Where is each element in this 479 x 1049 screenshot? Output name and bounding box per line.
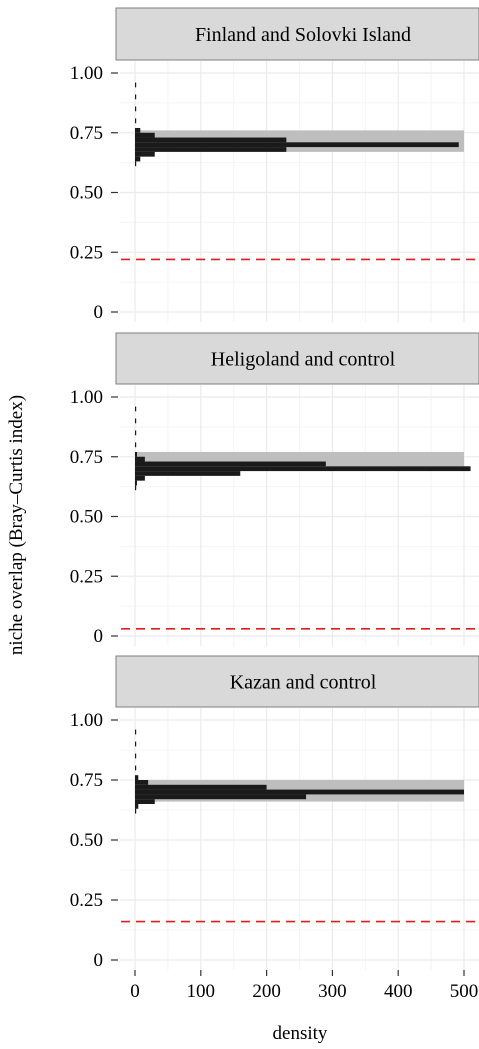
facet-strip (115, 7, 479, 61)
histogram-bar (135, 132, 155, 138)
y-tick-label: 0.75 (70, 770, 103, 791)
histogram-bar (135, 430, 137, 436)
y-tick-label: 0.75 (70, 447, 103, 468)
y-tick-label: 0.25 (70, 242, 103, 263)
histogram-bar (135, 466, 471, 472)
histogram-bar (135, 775, 139, 780)
y-tick-label: 1.00 (70, 387, 103, 408)
histogram-bar (135, 161, 137, 167)
x-tick-label: 100 (187, 981, 216, 1002)
x-tick-label: 400 (384, 981, 413, 1002)
facet-strip (115, 332, 479, 385)
facet-panel: Finland and Solovki Island 0 0.25 0.50 0.75 1… (70, 7, 479, 323)
histogram-bar (135, 475, 145, 481)
x-tick-label: 500 (450, 981, 479, 1002)
histogram-bar (135, 741, 137, 747)
histogram-bar (135, 142, 459, 148)
histogram-bar (135, 137, 287, 143)
histogram-bar (135, 485, 137, 491)
histogram-bar (135, 780, 149, 785)
x-tick-label: 300 (318, 981, 347, 1002)
histogram-bar (135, 156, 141, 162)
histogram-bar (135, 480, 137, 486)
x-axis-title: density (273, 1023, 328, 1044)
histogram-bar (135, 127, 141, 133)
histogram-bar (135, 789, 464, 795)
histogram-bar (135, 804, 139, 809)
y-tick-label: 0 (94, 626, 104, 647)
facet-strip-title: Finland and Solovki Island (195, 24, 411, 46)
histogram-bar (135, 82, 137, 88)
x-tick-label: 200 (252, 981, 281, 1002)
histogram-bar (135, 784, 267, 790)
y-tick-label: 1.00 (70, 710, 103, 731)
y-tick-label: 0.50 (70, 830, 103, 851)
y-tick-label: 0 (94, 950, 104, 971)
facet-panel: Kazan and control 0 0.25 0.50 0.75 1.00 (70, 655, 479, 971)
y-tick-label: 0.75 (70, 123, 103, 144)
histogram-bar (135, 406, 137, 412)
facet-strip (115, 655, 479, 708)
y-tick-label: 0.25 (70, 566, 103, 587)
facet-strip-title: Heligoland and control (211, 349, 396, 371)
histogram-bar (135, 151, 155, 157)
histogram-bar (135, 471, 241, 476)
histogram-bar (135, 765, 137, 771)
histogram-bar (135, 799, 155, 804)
histogram-bar (135, 451, 137, 457)
histogram-bar (135, 118, 137, 124)
histogram-bar (135, 106, 137, 112)
y-tick-label: 0.25 (70, 890, 103, 911)
histogram-bar (135, 147, 287, 152)
histogram-bar (135, 456, 145, 462)
y-axis-title: niche overlap (Bray–Curtis index) (6, 395, 27, 655)
x-tick-label: 0 (130, 981, 140, 1002)
y-tick-label: 0 (94, 302, 104, 323)
facet-panel: Heligoland and control 0 0.25 0.50 0.75 1.00 (70, 332, 479, 647)
facet-strip-title: Kazan and control (230, 672, 377, 694)
histogram-bar (135, 442, 137, 448)
y-tick-label: 0.50 (70, 183, 103, 204)
histogram-bar (135, 794, 307, 800)
histogram-bar (135, 461, 326, 467)
histogram-bar (135, 418, 137, 424)
histogram-bar (135, 94, 137, 100)
histogram-bar (135, 753, 137, 759)
histogram-bar (135, 808, 137, 814)
y-tick-label: 1.00 (70, 63, 103, 84)
histogram-bar (135, 729, 137, 735)
y-tick-label: 0.50 (70, 507, 103, 528)
